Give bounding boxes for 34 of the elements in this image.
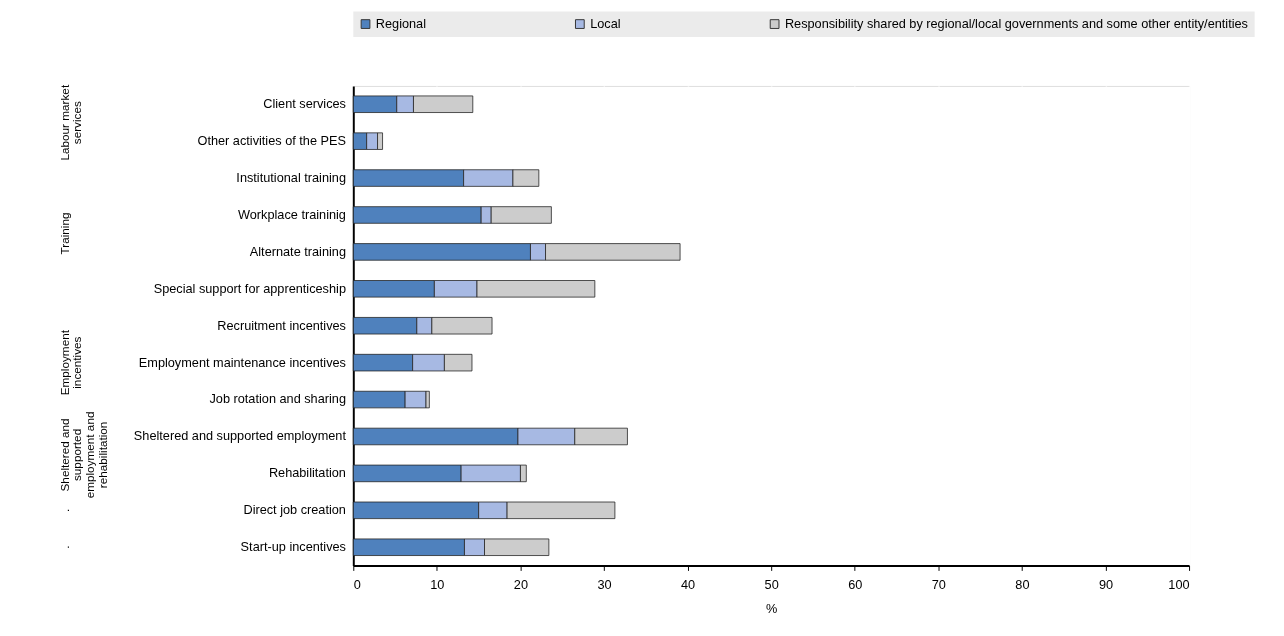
text: Employment incentives: [57, 329, 84, 396]
y-tick-label: Direct job creation: [243, 502, 346, 518]
y-tick-label: Start-up incentives: [240, 539, 346, 555]
y-tick-label: Sheltered and supported employment: [133, 428, 347, 444]
text: Labour market services: [57, 84, 84, 161]
text: Sheltered and supported employment and rehabilitation: [57, 411, 109, 499]
x-tick-label: 100: [1168, 576, 1190, 592]
legend-label: Local: [590, 15, 621, 31]
x-tick-label: 30: [597, 576, 612, 592]
x-tick-label: 10: [430, 576, 445, 592]
legend-label: Responsibility shared by regional/local governments and some other entity/entities: [784, 15, 1248, 31]
x-tick-label: 20: [513, 576, 529, 592]
y-tick-label: Rehabilitation: [268, 465, 346, 481]
y-tick-label: Recruitment incentives: [217, 317, 346, 333]
y-tick-label: Job rotation and sharing: [209, 391, 346, 407]
text: .: [57, 508, 71, 512]
x-tick-label: 80: [1015, 576, 1030, 592]
x-tick-label: 70: [931, 576, 946, 592]
text: Training: [57, 212, 71, 255]
y-tick-label: Employment maintenance incentives: [138, 354, 346, 370]
x-tick-label: 90: [1098, 576, 1114, 592]
y-tick-label: Special support for apprenticeship: [153, 280, 346, 296]
x-axis-title: %: [766, 600, 778, 616]
x-tick-label: 0: [353, 576, 361, 592]
y-tick-label: Client services: [263, 96, 346, 112]
y-tick-label: Other activities of the PES: [197, 133, 346, 149]
legend-label: Regional: [375, 15, 427, 31]
x-tick-label: 60: [848, 576, 863, 592]
y-tick-label: Alternate training: [249, 243, 346, 259]
x-tick-label: 50: [764, 576, 779, 592]
x-tick-label: 40: [681, 576, 696, 592]
text: .: [57, 545, 71, 549]
y-tick-label: Workplace traininig: [238, 206, 346, 222]
y-tick-label: Institutional training: [236, 169, 346, 185]
